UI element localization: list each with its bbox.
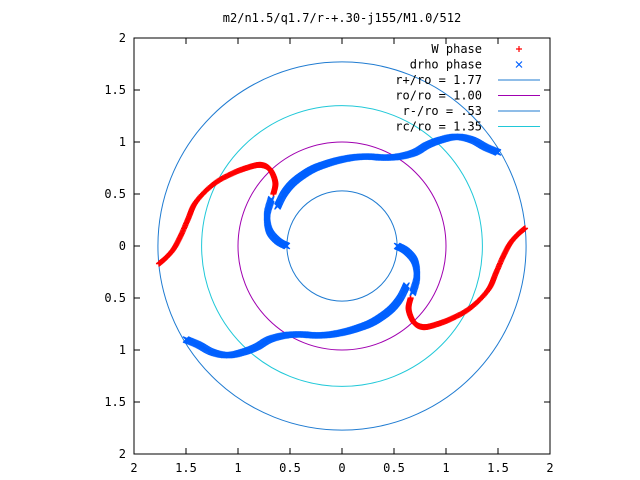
plot-frame (133, 37, 551, 455)
legend-label: ro/ro = 1.00 (395, 89, 482, 103)
w-phase-point (407, 295, 414, 301)
legend-marker (515, 61, 523, 68)
drho-phase-point (403, 282, 410, 289)
y-tick-label: 1 (119, 343, 126, 357)
drho-phase-series (182, 133, 502, 359)
x-tick-label: 2 (546, 461, 553, 475)
legend-label: r+/ro = 1.77 (395, 73, 482, 87)
x-tick-label: 1.5 (175, 461, 197, 475)
y-tick-label: 1 (119, 135, 126, 149)
legend-label: r-/ro = .53 (403, 104, 482, 118)
y-tick-label: 1.5 (104, 395, 126, 409)
x-tick-label: 2 (130, 461, 137, 475)
drho-phase-point (267, 195, 275, 203)
axis-ticks: 2 1.5 1 0.5 0 0.5 1 1.5 221.510.500.511.52 (104, 31, 553, 475)
x-tick-label: 1.5 (487, 461, 509, 475)
y-tick-label: 1.5 (104, 83, 126, 97)
x-tick-label: 0 (338, 461, 345, 475)
data-points (155, 133, 529, 359)
y-tick-label: 2 (119, 447, 126, 461)
x-tick-label: 1 (234, 461, 241, 475)
drho-phase-point (409, 289, 417, 297)
y-tick-label: 2 (119, 31, 126, 45)
legend-marker (516, 46, 522, 52)
x-tick-label: 0.5 (279, 461, 301, 475)
x-tick-label: 0.5 (383, 461, 405, 475)
y-tick-label: 0.5 (104, 187, 126, 201)
x-tick-label: 1 (442, 461, 449, 475)
circle-ro-series (237, 141, 447, 351)
circle-rc-series (201, 105, 483, 387)
w-phase-series (155, 161, 529, 331)
w-phase-point (270, 191, 277, 197)
legend-label: W phase (431, 42, 482, 56)
y-tick-label: 0 (119, 239, 126, 253)
legend-label: rc/ro = 1.35 (395, 120, 482, 134)
chart-title: m2/n1.5/q1.7/r-+.30-j155/M1.0/512 (223, 11, 461, 25)
y-tick-label: 0.5 (104, 291, 126, 305)
drho-phase-point (274, 203, 281, 210)
circle-r+-series (157, 61, 527, 431)
circle-r--series (286, 190, 398, 302)
legend-label: drho phase (410, 58, 482, 72)
